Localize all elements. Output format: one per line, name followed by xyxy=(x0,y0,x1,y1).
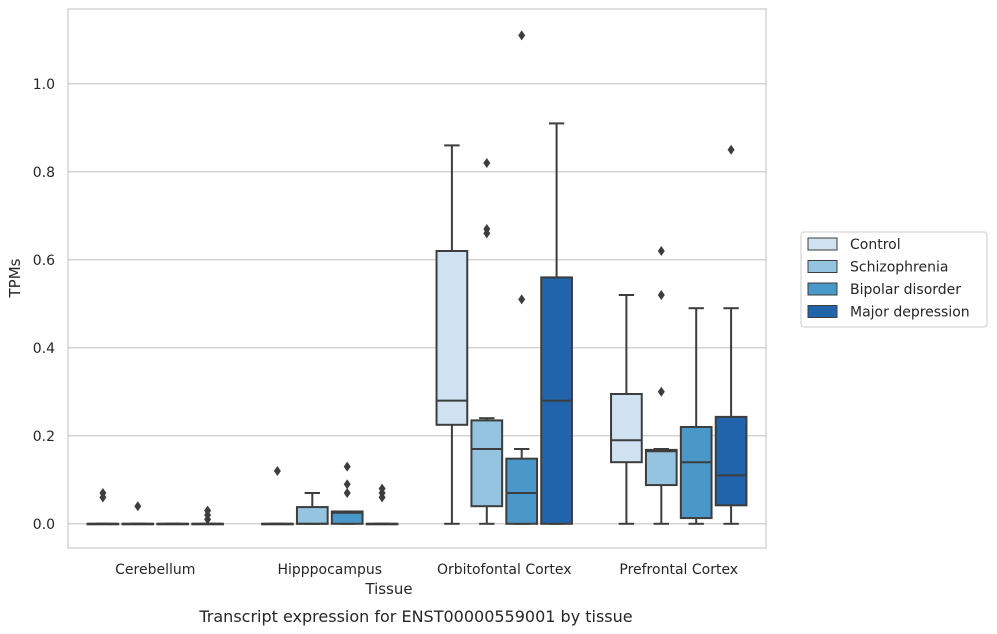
outlier-point xyxy=(727,144,735,155)
box xyxy=(644,448,678,487)
box-group xyxy=(295,492,329,525)
box-group xyxy=(86,488,120,526)
outlier-point xyxy=(343,461,351,472)
outlier-point xyxy=(204,505,212,516)
box xyxy=(435,250,469,426)
outlier-point xyxy=(343,479,351,490)
box xyxy=(714,415,748,507)
y-axis-label: TPMs xyxy=(6,258,24,298)
box-group xyxy=(121,501,155,526)
y-axis-ticks: 0.0 0.2 0.4 0.6 0.8 1.0 xyxy=(33,77,55,533)
outlier-point xyxy=(518,30,526,41)
y-tick-label: 0.4 xyxy=(33,341,55,357)
y-tick-label: 1.0 xyxy=(33,77,55,93)
x-tick-label: Hipppocampus xyxy=(277,562,382,578)
outlier-point xyxy=(134,501,142,512)
box-group xyxy=(714,144,748,525)
outlier-point xyxy=(273,466,281,476)
y-tick-label: 0.0 xyxy=(33,517,55,533)
legend: Control Schizophrenia Bipolar disorder Majo… xyxy=(800,231,988,328)
box-group xyxy=(505,30,539,525)
chart-caption: Transcript expression for ENST0000055900… xyxy=(198,607,632,626)
box-group xyxy=(435,144,469,525)
boxes-layer xyxy=(86,30,748,526)
legend-swatch xyxy=(807,237,838,251)
legend-label: Major depression xyxy=(850,305,970,321)
x-tick-label: Cerebellum xyxy=(115,562,195,578)
legend-swatch xyxy=(807,282,838,296)
box xyxy=(470,419,504,508)
outlier-point xyxy=(518,294,526,305)
outlier-point xyxy=(483,224,491,234)
box-group xyxy=(540,122,573,525)
outlier-point xyxy=(657,246,665,256)
legend-frame xyxy=(800,231,988,328)
box-group xyxy=(679,307,713,525)
box xyxy=(295,506,329,525)
box-group xyxy=(610,294,643,525)
y-tick-label: 0.6 xyxy=(33,253,55,269)
box xyxy=(505,457,539,525)
outlier-point xyxy=(483,158,491,168)
x-tick-label: Orbitofontal Cortex xyxy=(437,562,572,578)
box-group xyxy=(330,461,364,525)
outlier-point xyxy=(657,386,665,397)
box-group xyxy=(470,158,504,525)
box-group xyxy=(156,522,190,526)
y-tick-label: 0.2 xyxy=(33,429,55,445)
box-group xyxy=(261,466,294,526)
box xyxy=(679,426,713,520)
box-group xyxy=(365,483,399,526)
legend-label: Control xyxy=(850,237,901,253)
box xyxy=(330,510,364,525)
x-axis-ticks: Cerebellum Hipppocampus Orbitofontal Corte… xyxy=(115,562,738,578)
box-group xyxy=(644,246,678,525)
y-tick-label: 0.8 xyxy=(33,165,55,181)
legend-label: Bipolar disorder xyxy=(850,282,961,298)
legend-swatch xyxy=(807,305,838,318)
box xyxy=(610,393,643,464)
legend-swatch xyxy=(807,260,838,273)
x-axis-label: Tissue xyxy=(364,580,412,598)
outlier-point xyxy=(378,483,386,494)
outlier-point xyxy=(99,488,107,498)
outlier-point xyxy=(657,290,665,300)
x-tick-label: Prefrontal Cortex xyxy=(619,562,738,578)
legend-label: Schizophrenia xyxy=(850,260,948,276)
box-group xyxy=(191,505,224,526)
outlier-point xyxy=(343,488,351,498)
